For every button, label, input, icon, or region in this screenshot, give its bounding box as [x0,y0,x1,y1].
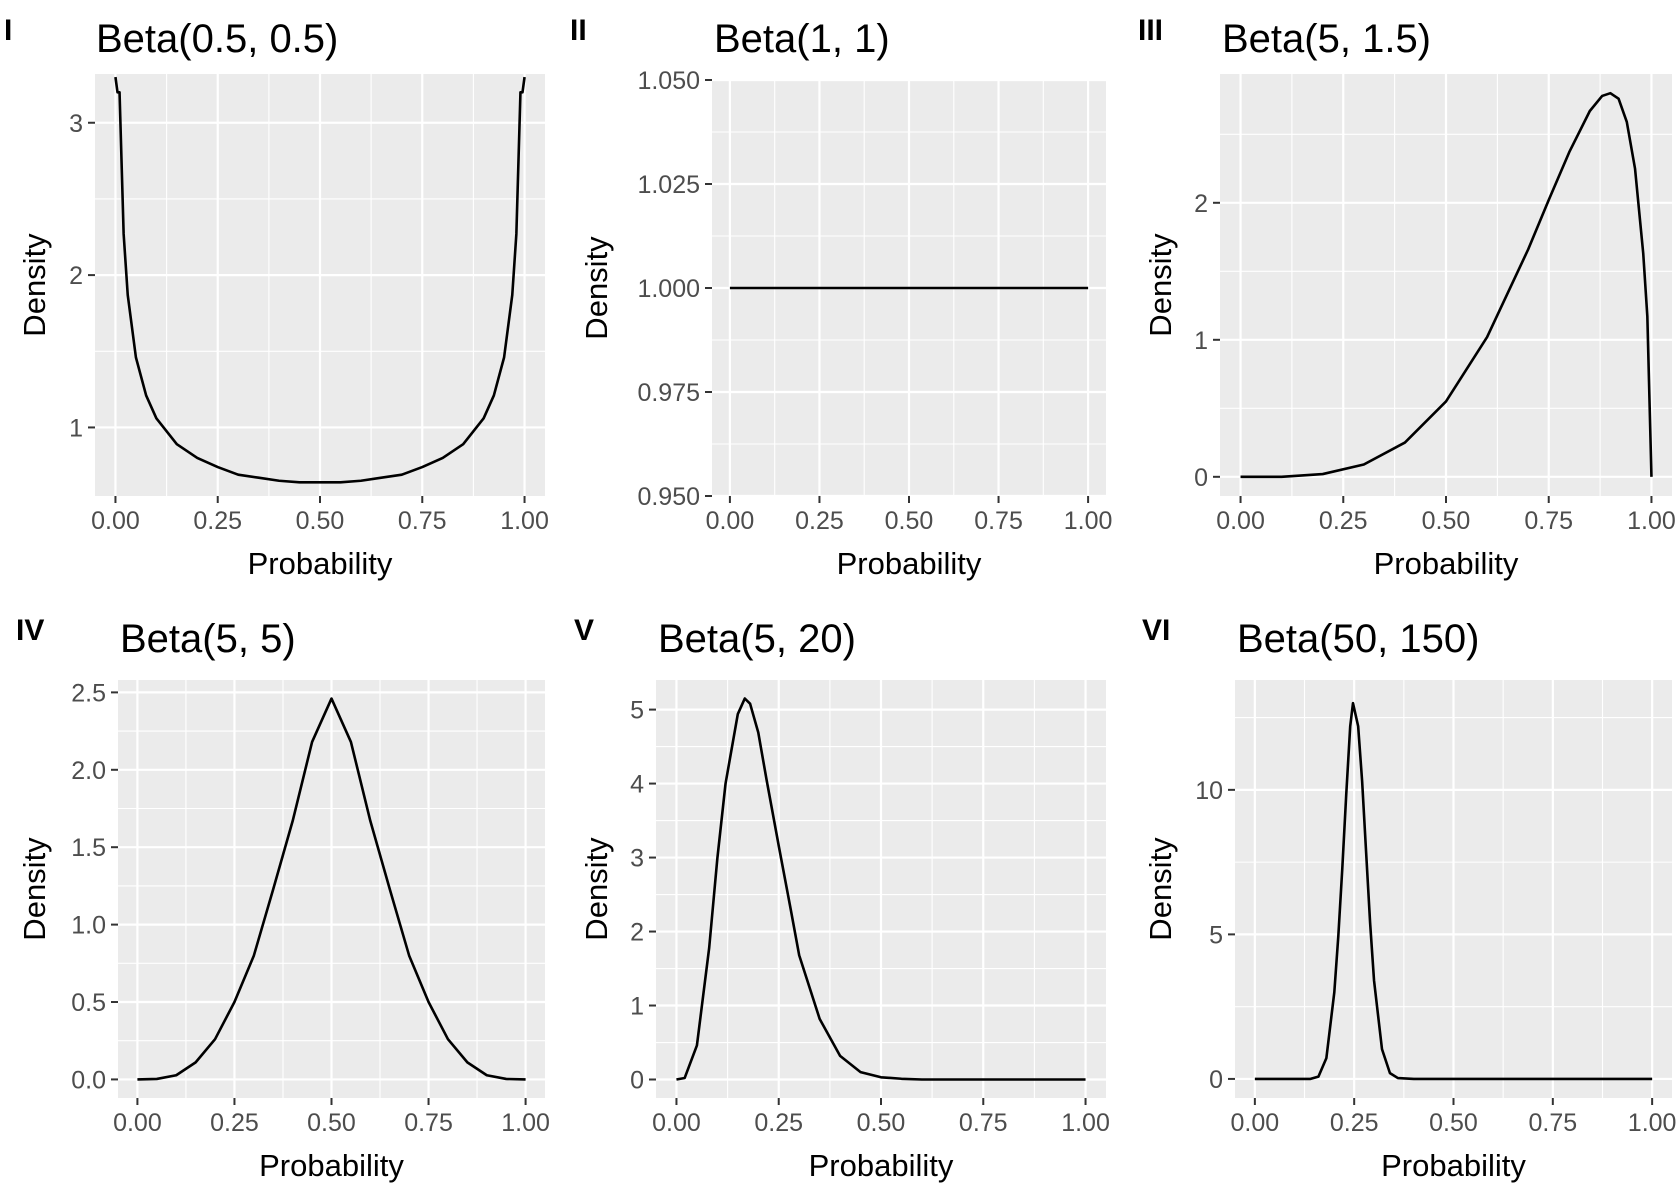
x-axis-title: Probability [837,546,982,581]
x-tick-label: 0.50 [296,507,345,535]
y-tick-label: 1 [69,414,83,442]
x-tick-label: 0.50 [885,507,934,535]
x-tick-label: 1.00 [1064,507,1113,535]
x-axis-title: Probability [248,546,393,581]
density-curve [1254,701,1653,1081]
density-curve [676,697,1086,1081]
y-tick-label: 1.050 [637,67,700,95]
x-tick-label: 0.25 [795,507,844,535]
panel-title: Beta(5, 1.5) [1222,17,1431,61]
y-tick-label: 1 [630,993,644,1021]
x-tick-label: 0.25 [1319,507,1368,535]
y-tick-label: 1.0 [71,912,106,940]
y-tick-label: 0 [1209,1066,1223,1094]
panel-title: Beta(0.5, 0.5) [96,17,338,61]
panel-title: Beta(5, 5) [120,617,296,661]
y-tick-label: 2.0 [71,757,106,785]
y-tick-label: 0.0 [71,1066,106,1094]
y-tick-label: 0 [630,1067,644,1095]
panel-tag: IV [16,614,44,647]
panel-tag: V [574,614,594,647]
x-axis-title: Probability [1381,1148,1526,1183]
x-tick-label: 0.50 [1429,1109,1478,1137]
panel-tag: I [4,14,12,47]
x-tick-label: 1.00 [1628,1109,1677,1137]
panel-3: III Beta(5, 1.5) 0.00 0.25 0.50 0.75 1.00 0 1 2 Pr… [1138,14,1676,581]
panel-1: I Beta(0.5, 0.5) 0.00 0.25 0.50 0.75 1.00 1 2 3 Pr… [4,14,549,581]
x-axis-title: Probability [809,1148,954,1183]
panel-title: Beta(50, 150) [1237,617,1479,661]
y-tick-label: 4 [630,771,644,799]
y-axis-title: Density [579,236,614,340]
y-tick-label: 2.5 [71,679,106,707]
x-tick-label: 0.25 [1330,1109,1379,1137]
panel-title: Beta(5, 20) [658,617,856,661]
x-tick-label: 0.75 [974,507,1023,535]
x-tick-label: 0.25 [754,1109,803,1137]
y-tick-label: 5 [1209,921,1223,949]
x-tick-label: 0.00 [652,1109,701,1137]
x-tick-label: 0.00 [706,507,755,535]
x-tick-label: 0.50 [1422,507,1471,535]
x-tick-label: 0.75 [1528,1109,1577,1137]
x-tick-label: 1.00 [501,1109,550,1137]
y-tick-label: 2 [1194,190,1208,218]
x-axis-title: Probability [1374,546,1519,581]
panel-tag: II [570,14,587,47]
panel-tag: VI [1142,614,1170,647]
panel-5: V Beta(5, 20) 0.00 0.25 0.50 0.75 1.00 0 1 2 3 4 5 Pr… [574,614,1110,1183]
x-tick-label: 0.75 [959,1109,1008,1137]
x-tick-label: 0.25 [210,1109,259,1137]
panel-4: IV Beta(5, 5) 0.00 0.25 0.50 0.75 1.00 0.0 0.5 1.… [16,614,550,1183]
y-tick-label: 2 [69,262,83,290]
y-tick-label: 0.5 [71,989,106,1017]
density-curve [1240,91,1653,479]
y-axis-title: Density [1143,837,1178,941]
x-axis-title: Probability [259,1148,404,1183]
y-tick-label: 1 [1194,327,1208,355]
density-curve [114,76,526,484]
y-axis-title: Density [579,837,614,941]
x-tick-label: 0.75 [1524,507,1573,535]
x-tick-label: 0.00 [113,1109,162,1137]
panel-6: VI Beta(50, 150) 0.00 0.25 0.50 0.75 1.00 0 5 10 P… [1142,614,1676,1183]
y-tick-label: 1.000 [637,275,700,303]
x-tick-label: 1.00 [1061,1109,1110,1137]
y-axis-title: Density [17,233,52,337]
x-tick-label: 0.50 [857,1109,906,1137]
y-axis-title: Density [1143,233,1178,337]
y-tick-label: 1.5 [71,834,106,862]
x-tick-label: 0.00 [1231,1109,1280,1137]
x-tick-label: 0.00 [1216,507,1265,535]
y-tick-label: 3 [69,110,83,138]
density-curve [137,697,526,1081]
x-tick-label: 1.00 [1627,507,1676,535]
y-tick-label: 2 [630,919,644,947]
y-tick-label: 0 [1194,464,1208,492]
y-axis-title: Density [17,837,52,941]
x-tick-label: 0.75 [398,507,447,535]
x-tick-label: 0.00 [91,507,140,535]
y-tick-label: 0.975 [637,379,700,407]
panel-tag: III [1138,14,1163,47]
y-tick-label: 1.025 [637,171,700,199]
x-tick-label: 0.50 [307,1109,356,1137]
y-tick-label: 3 [630,845,644,873]
panel-title: Beta(1, 1) [714,17,890,61]
x-tick-label: 0.75 [404,1109,453,1137]
panel-2: II Beta(1, 1) 0.00 0.25 0.50 0.75 1.00 0.950 0.9… [570,14,1112,581]
y-tick-label: 5 [630,697,644,725]
x-tick-label: 1.00 [500,507,549,535]
y-tick-label: 0.950 [637,483,700,511]
x-tick-label: 0.25 [193,507,242,535]
y-tick-label: 10 [1195,777,1223,805]
